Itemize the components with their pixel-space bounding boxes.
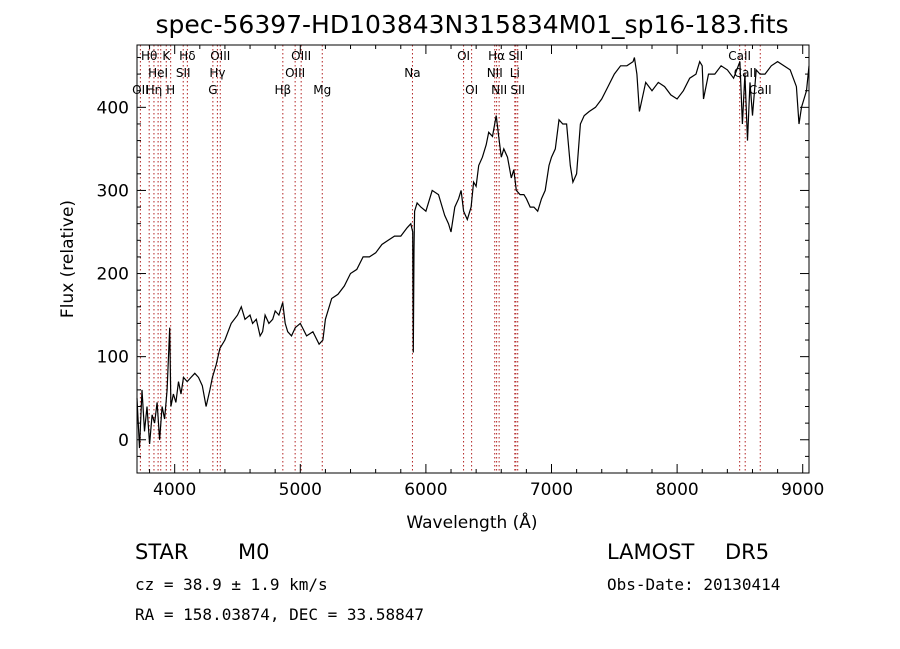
object-class: STAR [135,540,189,564]
line-marker-label: Hη [146,83,163,97]
line-marker-label: OI [457,49,470,63]
line-marker-label: Hβ [274,83,291,97]
survey-name: LAMOST [607,540,695,564]
line-marker-label: SII [510,83,525,97]
line-marker-label: CaII [734,66,757,80]
line-marker-label: HeI [148,66,168,80]
plot-frame [136,44,810,474]
x-tick-label: 4000 [153,480,196,500]
x-tick-label: 5000 [279,480,322,500]
line-marker-label: OIII [210,49,230,63]
line-marker-label: Hδ [179,49,195,63]
y-tick-label: 0 [118,431,129,451]
object-subclass: M0 [238,540,270,564]
line-marker-label: Hα [488,49,505,63]
line-marker-label: NII [491,83,507,97]
line-marker-label: CaII [728,49,751,63]
line-marker-label: SII [176,66,191,80]
redshift-velocity: cz = 38.9 ± 1.9 km/s [135,575,328,594]
observation-date: Obs-Date: 20130414 [607,575,781,594]
y-tick-label: 300 [97,181,129,201]
line-marker-label: CaII [749,83,772,97]
line-marker-label: OIII [291,49,311,63]
spectrum-line [136,57,810,449]
line-marker-label: Hγ [209,66,225,80]
y-tick-label: 100 [97,348,129,368]
x-tick-label: 9000 [781,480,824,500]
line-marker-label: Li [510,66,520,80]
x-axis: 4000 5000 6000 7000 8000 9000 [149,45,824,500]
line-marker-label: OII [132,83,149,97]
x-axis-label: Wavelength (Å) [406,511,537,533]
y-tick-label: 400 [97,98,129,118]
line-marker-label: SII [508,49,523,63]
line-marker-labels: OIIHθHηHeIKHSIIHδGHγOIIIHβOIIIOIIIMgNaOI… [132,49,772,97]
line-marker-label: NII [487,66,503,80]
line-marker-label: Mg [313,83,331,97]
line-marker-label: Hθ [141,49,157,63]
coordinates: RA = 158.03874, DEC = 33.58847 [135,605,424,624]
line-marker-label: G [208,83,217,97]
line-marker-label: H [166,83,175,97]
chart-title: spec-56397-HD103843N315834M01_sp16-183.f… [155,10,788,39]
line-marker-label: OIII [285,66,305,80]
line-marker-label: Na [404,66,420,80]
data-release: DR5 [725,540,770,564]
y-tick-label: 200 [97,265,129,285]
line-marker-label: K [162,49,171,63]
x-tick-label: 6000 [404,480,447,500]
x-tick-label: 7000 [530,480,573,500]
line-markers [139,45,761,473]
line-marker-label: OI [465,83,478,97]
x-tick-label: 8000 [655,480,698,500]
y-axis: 0 100 200 300 400 [97,56,809,457]
y-axis-label: Flux (relative) [58,200,78,318]
